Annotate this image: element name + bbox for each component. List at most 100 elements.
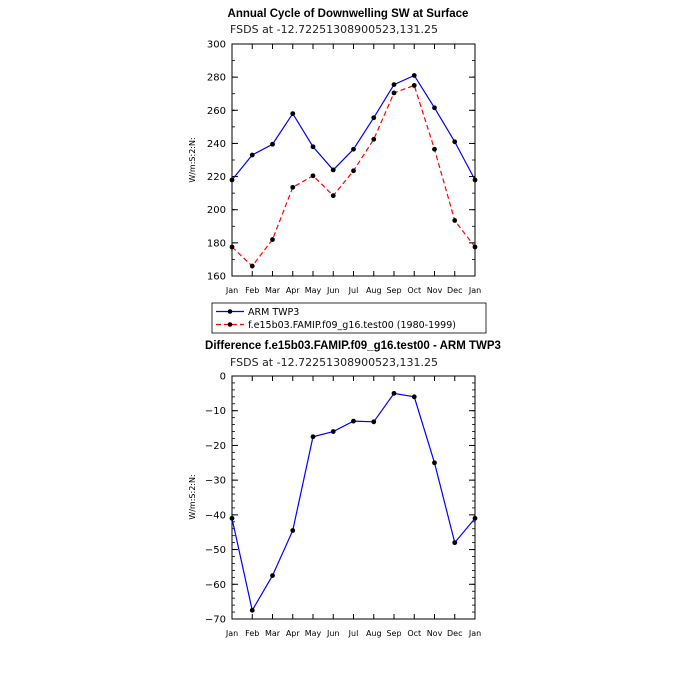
series-0-point [310,434,316,440]
series-line-1 [231,84,476,267]
y-tick-label: 240 [207,139,226,150]
x-tick-label: Jan [468,629,481,638]
chart1-ticks [231,43,476,277]
x-tick-label: Nov [427,286,443,295]
x-tick-label: Jan [225,629,238,638]
series-1-point [391,90,397,96]
series-0-point [330,429,336,434]
chart1-title: Annual Cycle of Downwelling SW at Surfac… [228,8,469,20]
series-0-point [290,528,296,533]
series-0-point [249,607,255,613]
x-tick-label: Aug [366,286,382,295]
series-1-point [351,168,356,174]
chart1-y-tick-labels: 160 180 200 220 240 260 280 300 [207,40,226,283]
x-tick-label: Jul [348,629,359,638]
x-tick-label: Apr [286,629,301,638]
x-tick-label: May [305,629,322,638]
series-1-point [229,244,235,250]
series-0-point [432,460,437,466]
series-0-point [472,515,478,521]
chart1-legend: ARM TWP3 f.e15b03.FAMIP.f09_g16.test00 (… [211,302,487,334]
chart2-x-tick-labels: Jan Feb Mar Apr May Jun Jul Aug Sep Oct Nov Dec Jan [225,629,481,638]
series-1-point [472,244,478,250]
chart2-y-tick-labels: −70 −60 −50 −40 −30 −20 −10 0 [205,372,226,626]
series-0-point [270,573,275,579]
series-0-point [452,540,458,546]
series-1-point [270,237,275,242]
x-tick-label: Apr [286,286,301,295]
series-0-point [411,73,417,78]
legend-label-model: f.e15b03.FAMIP.f09_g16.test00 (1980-1999… [248,320,456,331]
chart1-subtitle: FSDS at -12.72251308900523,131.25 [230,23,438,36]
x-tick-label: Jan [468,286,481,295]
x-tick-label: Feb [245,629,259,638]
series-1-point [249,263,255,269]
chart1-x-tick-labels: Jan Feb Mar Apr May Jun Jul Aug Sep Oct Nov Dec Jan [225,286,481,295]
chart1-ylabel: W/m:S:2:N: [188,137,197,182]
y-tick-label: 180 [207,238,226,249]
chart2-ticks [231,375,476,620]
y-tick-label: 160 [207,272,226,283]
legend-box [211,302,487,334]
chart2-subtitle: FSDS at -12.72251308900523,131.25 [230,356,438,369]
x-tick-label: Jun [326,286,340,295]
x-tick-label: Jun [326,629,340,638]
chart1-plot-frame [231,43,476,277]
y-tick-label: 260 [207,106,226,117]
series-0-point [371,115,377,121]
x-tick-label: Jul [348,286,359,295]
series-0-point [391,82,397,87]
x-tick-label: Aug [366,629,382,638]
x-tick-label: May [305,286,322,295]
legend-marker-model [227,322,233,327]
series-0-point [249,152,255,158]
series-1-point [310,173,316,179]
x-tick-label: Dec [447,286,462,295]
series-0-point [411,394,417,400]
y-tick-label: −40 [205,510,226,521]
y-tick-label: −20 [205,441,226,452]
y-tick-label: −60 [205,580,226,591]
series-0-point [432,105,437,111]
series-0-point [270,141,275,147]
series-0-point [229,515,235,521]
chart2-ylabel: W/m:S:2:N: [188,474,197,519]
x-tick-label: Oct [407,629,421,638]
chart2-series [229,390,478,613]
series-1-point [371,136,377,142]
series-0-point [452,139,458,145]
y-tick-label: −10 [205,406,226,417]
x-tick-label: Sep [386,286,401,295]
x-tick-label: Dec [447,629,462,638]
series-1-point [411,83,417,88]
x-tick-label: Nov [427,629,443,638]
series-0-point [391,390,397,396]
y-tick-label: 200 [207,205,226,216]
series-0-point [371,419,377,425]
annual-cycle-chart: Annual Cycle of Downwelling SW at Surfac… [188,8,487,334]
series-line-0 [231,392,476,612]
x-tick-label: Jan [225,286,238,295]
y-tick-label: 0 [220,372,226,383]
x-tick-label: Mar [265,629,281,638]
chart1-series [229,73,478,269]
x-tick-label: Sep [386,629,401,638]
series-0-point [330,167,336,173]
chart2-title: Difference f.e15b03.FAMIP.f09_g16.test00… [205,340,501,352]
x-tick-label: Mar [265,286,281,295]
series-1-point [290,184,296,190]
series-0-point [351,418,356,424]
y-tick-label: 300 [207,40,226,51]
y-tick-label: 280 [207,73,226,84]
series-1-point [330,193,336,199]
series-0-point [472,177,478,183]
legend-label-arm: ARM TWP3 [248,307,299,318]
x-tick-label: Feb [245,286,259,295]
legend-marker-arm [227,309,233,314]
series-0-point [351,146,356,152]
x-tick-label: Oct [407,286,421,295]
y-tick-label: −70 [205,615,226,626]
series-0-point [310,144,316,150]
difference-chart: Difference f.e15b03.FAMIP.f09_g16.test00… [188,340,501,638]
